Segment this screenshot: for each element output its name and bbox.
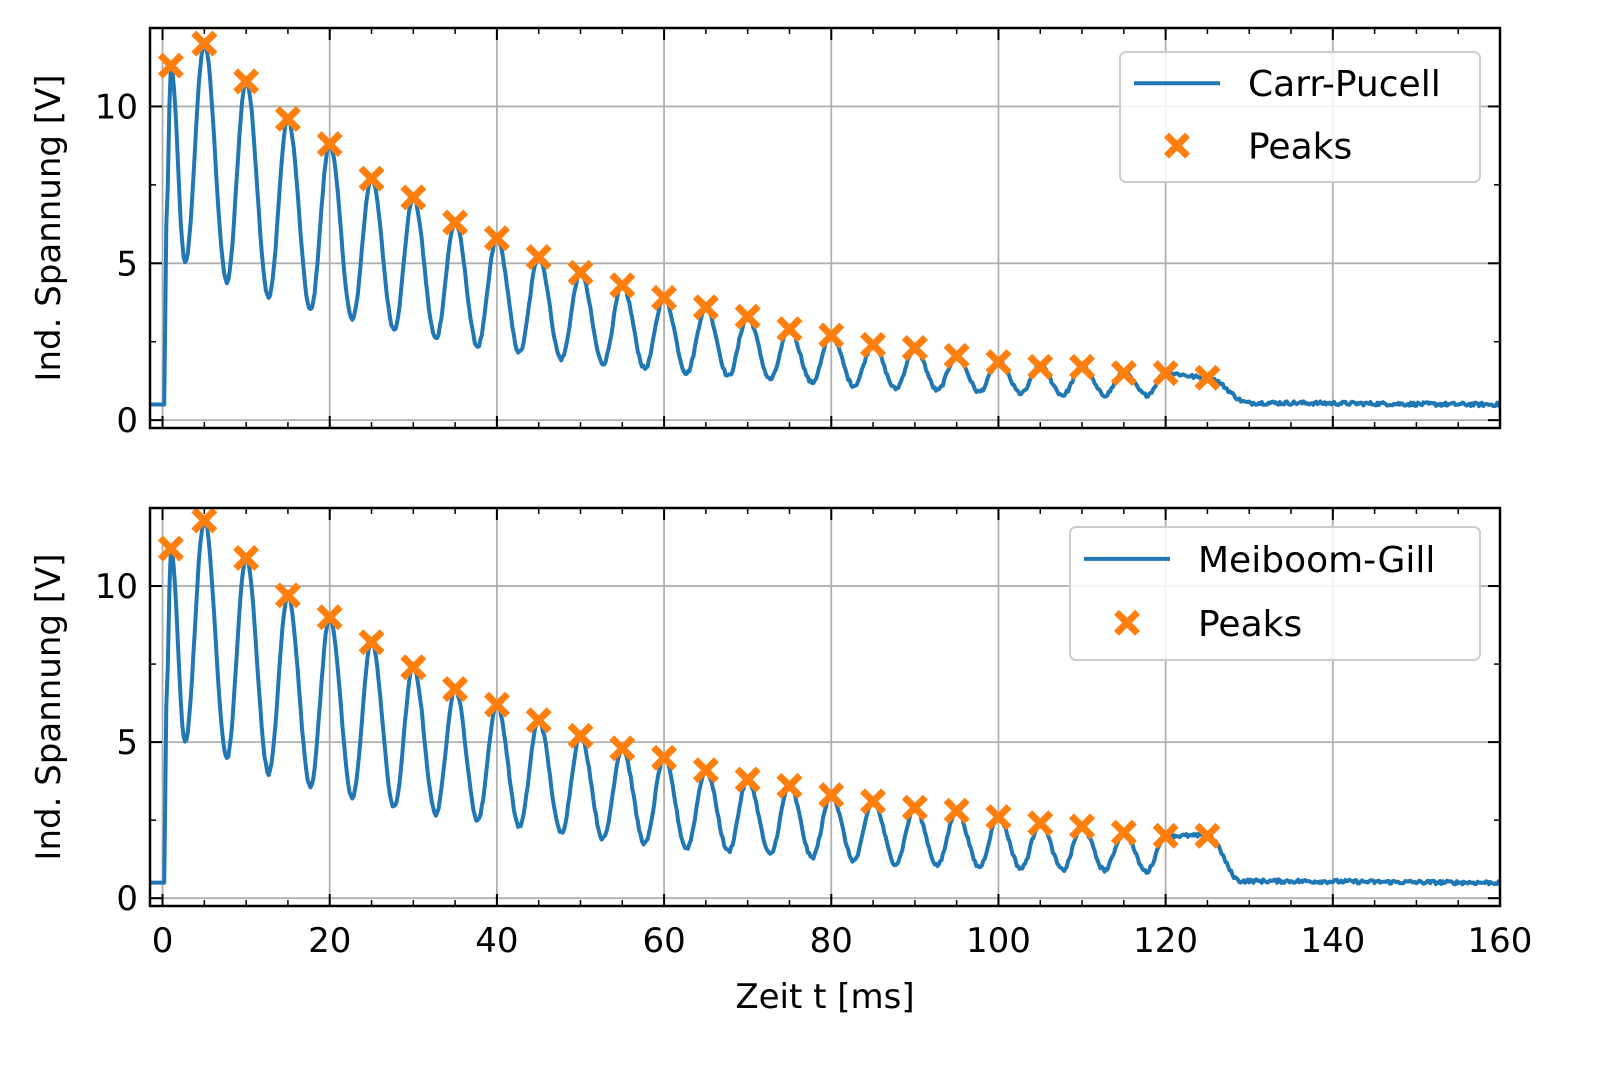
bottom-peak-marker bbox=[191, 507, 218, 534]
bottom-peak-marker bbox=[274, 582, 301, 609]
bottom-series-line-group bbox=[149, 520, 1502, 887]
top-peak-marker bbox=[1027, 353, 1054, 380]
top-axes-frame bbox=[148, 26, 1502, 430]
top-peak-marker bbox=[274, 105, 301, 132]
top-peak-marker bbox=[316, 131, 343, 158]
bottom-peak-marker bbox=[1110, 819, 1137, 846]
bottom-xtick-label: 0 bbox=[152, 921, 174, 961]
bottom-peak-marker bbox=[1069, 813, 1096, 840]
bottom-peak-marker bbox=[483, 691, 510, 718]
bottom-peak-marker bbox=[734, 766, 761, 793]
top-peak-marker bbox=[818, 322, 845, 349]
bottom-peak-marker bbox=[1152, 822, 1179, 849]
bottom-peak-marker bbox=[1027, 810, 1054, 837]
top-peak-marker bbox=[1110, 360, 1137, 387]
top-peak-marker bbox=[567, 259, 594, 286]
bottom-legend-label-peaks: Peaks bbox=[1198, 604, 1302, 645]
top-legend-peak-swatch bbox=[1164, 132, 1190, 159]
bottom-peak-marker bbox=[651, 744, 678, 771]
bottom-peak-marker bbox=[1194, 822, 1221, 849]
bottom-axes-frame bbox=[148, 506, 1502, 908]
top-peak-marker bbox=[1194, 364, 1221, 391]
top-legend-label-line: Carr-Pucell bbox=[1248, 64, 1441, 105]
top-peak-marker bbox=[651, 284, 678, 311]
bottom-ytick-label: 10 bbox=[95, 567, 138, 607]
bottom-peak-marker bbox=[818, 782, 845, 809]
top-peak-marker bbox=[442, 209, 469, 236]
bottom-xtick-label: 20 bbox=[308, 921, 351, 961]
bottom-xtick-label: 40 bbox=[475, 921, 518, 961]
bottom-xtick-label: 60 bbox=[642, 921, 685, 961]
bottom-xtick-label: 100 bbox=[966, 921, 1031, 961]
top-peak-marker bbox=[525, 244, 552, 271]
bottom-peak-marker bbox=[525, 707, 552, 734]
top-peak-marker bbox=[776, 316, 803, 343]
panel-carr-pucell: 0 5 10 Carr-Pucell Peaks bbox=[95, 26, 1502, 441]
top-peak-marker bbox=[860, 331, 887, 358]
bottom-ytick-label: 5 bbox=[116, 723, 138, 763]
bottom-peak-marker bbox=[358, 629, 385, 656]
top-peak-marker bbox=[609, 272, 636, 299]
bottom-legend: Meiboom-Gill Peaks bbox=[1069, 526, 1481, 661]
bottom-peak-marker bbox=[157, 535, 184, 562]
top-peak-markers-group bbox=[157, 30, 1221, 391]
top-peak-marker bbox=[901, 335, 928, 361]
bottom-peak-marker bbox=[442, 676, 469, 703]
top-ticks: 0 5 10 bbox=[95, 27, 1501, 441]
bottom-peak-markers-group bbox=[157, 507, 1221, 849]
top-ytick-label: 10 bbox=[95, 87, 138, 127]
top-peak-marker bbox=[358, 165, 385, 192]
top-ytick-label: 5 bbox=[116, 244, 138, 284]
bottom-peak-marker bbox=[233, 544, 260, 571]
bottom-xtick-label: 160 bbox=[1468, 921, 1533, 961]
top-peak-marker bbox=[1069, 353, 1096, 380]
bottom-legend-box bbox=[1069, 526, 1481, 661]
bottom-xtick-label: 120 bbox=[1133, 921, 1198, 961]
bottom-series-line-meiboom-gill bbox=[149, 520, 1502, 887]
top-ylabel: Ind. Spannung [V] bbox=[29, 74, 69, 381]
top-peak-marker bbox=[734, 303, 761, 330]
bottom-peak-marker bbox=[567, 722, 594, 749]
bottom-ylabel: Ind. Spannung [V] bbox=[29, 553, 69, 860]
top-legend: Carr-Pucell Peaks bbox=[1119, 51, 1481, 183]
bottom-peak-marker bbox=[860, 788, 887, 815]
bottom-peak-marker bbox=[901, 794, 928, 821]
top-peak-marker bbox=[943, 342, 970, 369]
top-peak-marker bbox=[1152, 360, 1179, 387]
bottom-peak-marker bbox=[943, 797, 970, 824]
top-peak-marker bbox=[191, 30, 218, 57]
bottom-peak-marker bbox=[609, 735, 636, 762]
bottom-peak-marker bbox=[400, 654, 427, 681]
bottom-legend-peak-swatch bbox=[1114, 609, 1140, 636]
bottom-peak-marker bbox=[985, 804, 1012, 831]
bottom-legend-label-line: Meiboom-Gill bbox=[1198, 540, 1435, 581]
bottom-xtick-label: 140 bbox=[1300, 921, 1365, 961]
bottom-ytick-label: 0 bbox=[116, 879, 138, 919]
top-peak-marker bbox=[483, 225, 510, 252]
top-peak-marker bbox=[400, 184, 427, 211]
top-legend-label-peaks: Peaks bbox=[1248, 127, 1352, 168]
xlabel: Zeit t [ms] bbox=[735, 977, 914, 1017]
top-ytick-label: 0 bbox=[116, 401, 138, 441]
top-peak-marker bbox=[233, 68, 260, 95]
bottom-peak-marker bbox=[776, 772, 803, 799]
bottom-peak-marker bbox=[316, 604, 343, 631]
top-peak-marker bbox=[692, 294, 719, 321]
bottom-peak-marker bbox=[692, 757, 719, 784]
top-peak-marker bbox=[985, 349, 1012, 376]
bottom-gridlines bbox=[150, 508, 1501, 906]
bottom-xtick-label: 80 bbox=[810, 921, 853, 961]
top-peak-marker bbox=[157, 52, 184, 79]
